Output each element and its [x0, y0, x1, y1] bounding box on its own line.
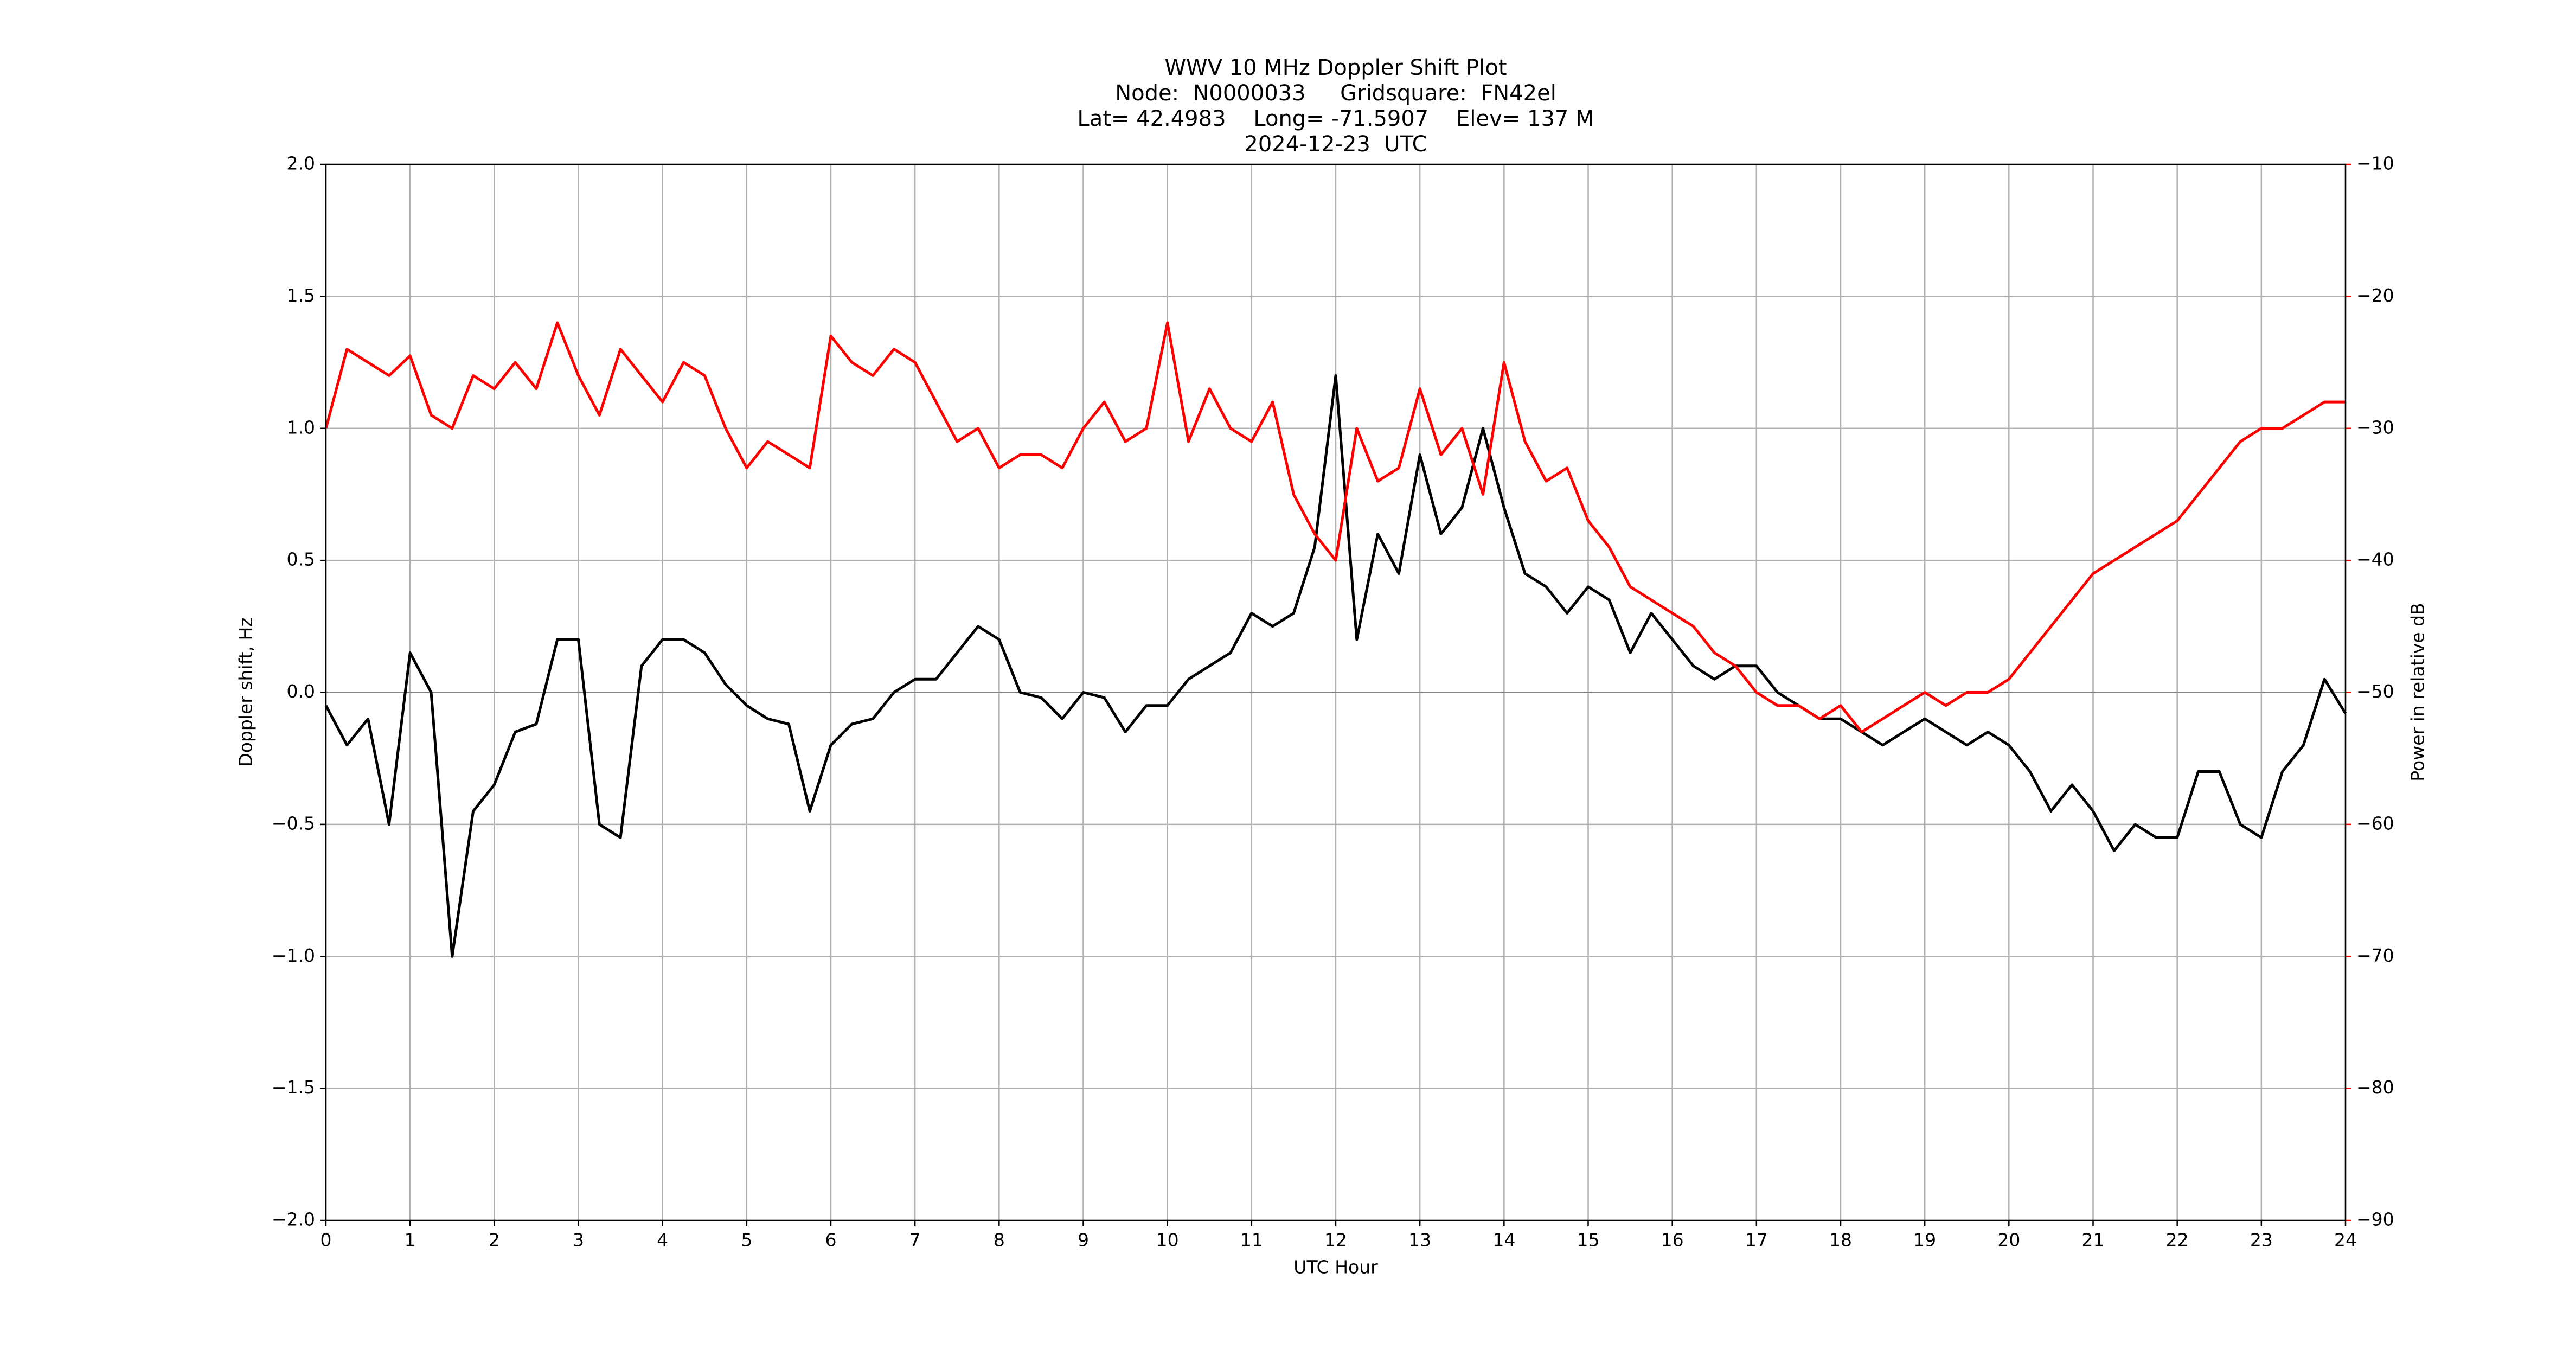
x-tick-label: 4: [657, 1230, 668, 1251]
y2-tick-label: −30: [2356, 417, 2394, 438]
x-tick-label: 13: [1408, 1230, 1431, 1251]
chart-title: WWV 10 MHz Doppler Shift Plot: [1164, 55, 1507, 80]
x-tick-label: 17: [1745, 1230, 1768, 1251]
x-tick-label: 18: [1829, 1230, 1852, 1251]
y-tick-label: −1.5: [272, 1077, 315, 1098]
x-tick-label: 15: [1577, 1230, 1600, 1251]
y2-axis-label: Power in relative dB: [2407, 603, 2428, 781]
y-axis-label: Doppler shift, Hz: [235, 617, 257, 766]
y-tick-label: 1.5: [287, 285, 315, 306]
y2-tick-label: −20: [2356, 285, 2394, 306]
y2-tick-label: −80: [2356, 1077, 2394, 1098]
x-tick-label: 9: [1078, 1230, 1089, 1251]
x-tick-label: 11: [1240, 1230, 1263, 1251]
y-tick-label: −2.0: [272, 1209, 315, 1230]
y-tick-label: −0.5: [272, 813, 315, 834]
x-tick-label: 7: [909, 1230, 921, 1251]
x-tick-label: 23: [2250, 1230, 2273, 1251]
x-tick-label: 8: [994, 1230, 1005, 1251]
y-tick-label: −1.0: [272, 945, 315, 966]
x-tick-label: 24: [2334, 1230, 2357, 1251]
y2-tick-label: −90: [2356, 1209, 2394, 1230]
subtitle: 2024-12-23 UTC: [1244, 132, 1427, 157]
subtitle: Lat= 42.4983 Long= -71.5907 Elev= 137 M: [1077, 106, 1594, 131]
plot-frame: [325, 163, 2347, 1221]
y2-tick-label: −10: [2356, 153, 2394, 174]
x-tick-label: 20: [1997, 1230, 2020, 1251]
x-axis-label: UTC Hour: [1293, 1257, 1378, 1278]
x-tick-label: 19: [1913, 1230, 1936, 1251]
y2-tick-label: −70: [2356, 945, 2394, 966]
x-tick-label: 10: [1156, 1230, 1179, 1251]
y-tick-label: 1.0: [287, 417, 315, 438]
x-tick-label: 1: [405, 1230, 416, 1251]
x-tick-label: 5: [741, 1230, 752, 1251]
x-tick-label: 3: [573, 1230, 584, 1251]
x-tick-label: 12: [1324, 1230, 1347, 1251]
x-tick-label: 22: [2166, 1230, 2189, 1251]
y-tick-label: 0.5: [287, 549, 315, 570]
x-tick-label: 14: [1492, 1230, 1515, 1251]
y2-tick-label: −40: [2356, 549, 2394, 570]
series-line: [324, 374, 2347, 958]
x-tick-label: 0: [321, 1230, 332, 1251]
x-tick-label: 16: [1661, 1230, 1684, 1251]
y-tick-label: 2.0: [287, 153, 315, 174]
y2-tick-label: −60: [2356, 813, 2394, 834]
y-tick-label: 0.0: [287, 681, 315, 702]
x-tick-label: 2: [489, 1230, 500, 1251]
series-line: [324, 321, 2346, 733]
x-tick-label: 21: [2082, 1230, 2105, 1251]
y2-tick-label: −50: [2356, 681, 2394, 702]
x-tick-label: 6: [825, 1230, 837, 1251]
subtitle: Node: N0000033 Gridsquare: FN42el: [1115, 81, 1556, 106]
